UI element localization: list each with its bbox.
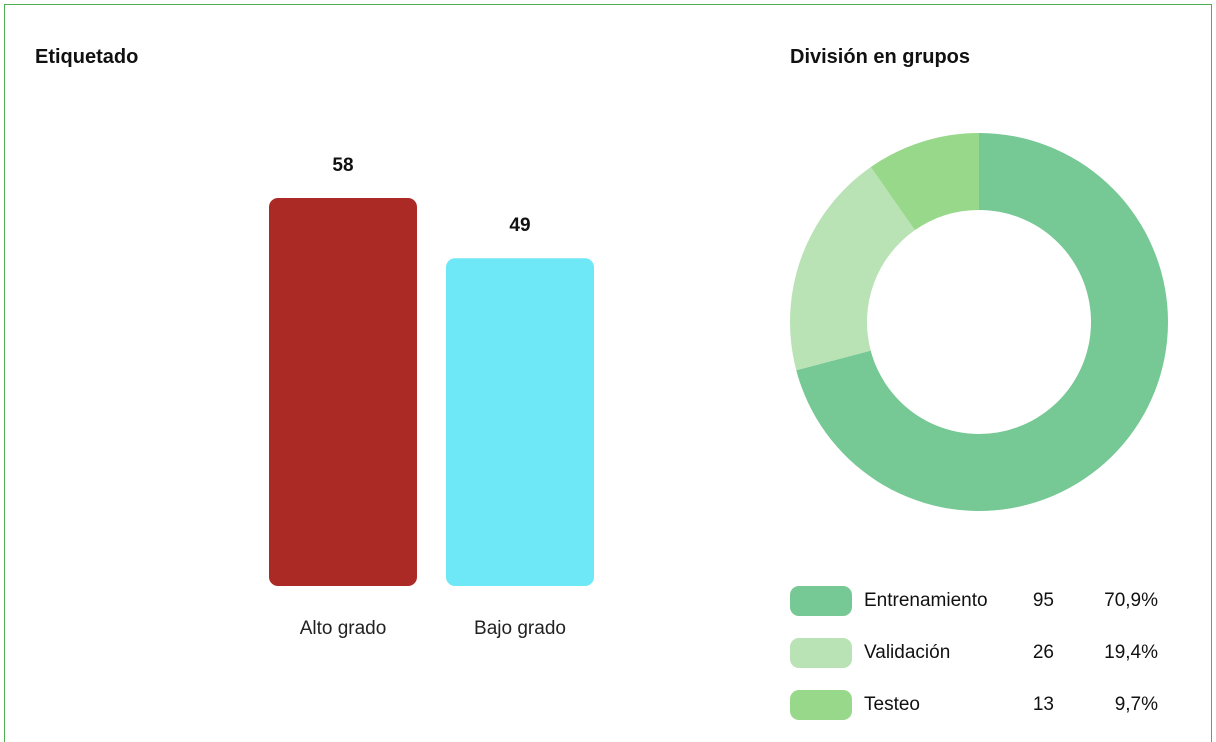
- legend-label: Testeo: [864, 694, 920, 715]
- dashboard-frame: [4, 4, 1212, 742]
- donut-chart: [789, 133, 1168, 511]
- legend-item-testeo: Testeo 13 9,7%: [790, 686, 1170, 738]
- slice-testeo: [870, 133, 979, 231]
- bar-bajo-grado: [446, 258, 594, 586]
- slice-entrenamiento: [796, 133, 1168, 511]
- legend-percent: 70,9%: [1104, 590, 1158, 611]
- legend-swatch: [790, 638, 852, 668]
- legend-percent: 9,7%: [1114, 694, 1158, 715]
- legend-count: 95: [1032, 590, 1054, 611]
- legend-label: Entrenamiento: [864, 590, 988, 611]
- category-label: Bajo grado: [474, 618, 566, 639]
- legend-swatch: [790, 586, 852, 616]
- donut-chart-title: División en grupos: [790, 46, 971, 68]
- bar-chart-title: Etiquetado: [35, 46, 139, 68]
- bar-value-label: 58: [332, 155, 353, 176]
- legend-item-entrenamiento: Entrenamiento 95 70,9%: [790, 582, 1170, 634]
- bar-alto-grado: [269, 198, 417, 586]
- donut-legend: Entrenamiento 95 70,9% Validación 26 19,…: [790, 582, 1170, 738]
- slice-validacion: [789, 167, 915, 371]
- bar-chart: 58 Alto grado 49 Bajo grado: [269, 155, 594, 639]
- legend-item-validacion: Validación 26 19,4%: [790, 634, 1170, 686]
- legend-label: Validación: [864, 642, 951, 663]
- legend-count: 13: [1032, 694, 1054, 715]
- category-label: Alto grado: [300, 618, 387, 639]
- bar-value-label: 49: [509, 215, 530, 236]
- legend-swatch: [790, 690, 852, 720]
- legend-count: 26: [1032, 642, 1054, 663]
- legend-percent: 19,4%: [1104, 642, 1158, 663]
